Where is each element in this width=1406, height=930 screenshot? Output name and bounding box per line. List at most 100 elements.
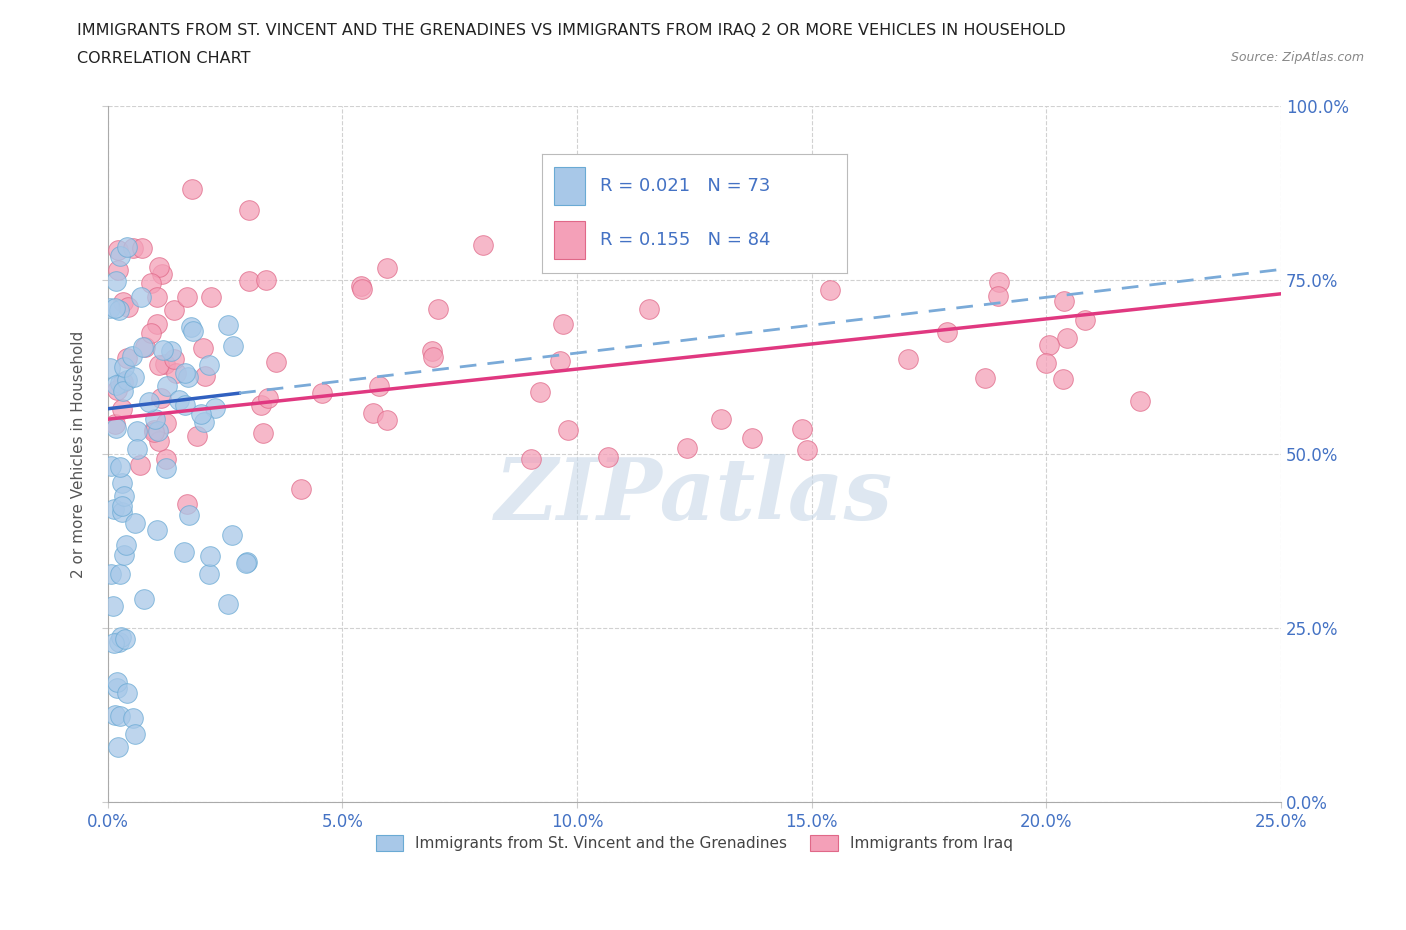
Point [100,300,122,315]
Point [115,240,138,255]
Point [254,272,277,287]
Point [200,289,222,304]
Point [427,301,450,316]
Point [132,591,155,606]
Point [193,340,215,355]
Point [250,397,273,412]
Point [222,339,245,353]
Point [163,302,186,317]
Point [235,555,257,570]
Point [107,262,129,277]
Point [110,504,132,519]
Point [105,383,128,398]
Point [111,401,134,416]
Point [103,636,125,651]
Point [129,289,152,304]
Point [180,320,202,335]
Point [290,482,312,497]
Legend: Immigrants from St. Vincent and the Grenadines, Immigrants from Iraq: Immigrants from St. Vincent and the Gren… [370,830,1019,857]
Point [553,316,575,331]
Point [198,357,221,372]
Point [122,711,145,725]
Point [108,634,131,649]
Point [117,299,139,314]
Point [155,416,177,431]
Point [111,295,134,310]
Point [257,390,280,405]
Point [98,361,121,376]
Point [375,260,398,275]
Point [124,726,146,741]
Point [194,369,217,384]
Point [818,282,841,297]
Point [174,398,197,413]
Y-axis label: 2 or more Vehicles in Household: 2 or more Vehicles in Household [72,330,86,578]
Point [155,460,177,475]
Point [897,352,920,366]
Point [100,458,122,473]
Point [1052,371,1074,386]
Point [375,413,398,428]
Point [121,349,143,364]
Point [987,288,1010,303]
Point [350,279,373,294]
Text: ZIPatlas: ZIPatlas [495,454,893,538]
Point [529,384,551,399]
Point [107,243,129,258]
Point [238,274,260,289]
Point [264,354,287,369]
Point [193,415,215,430]
Point [363,406,385,421]
Point [138,394,160,409]
Point [146,316,169,331]
Point [112,488,135,503]
Point [796,442,818,457]
Point [125,424,148,439]
Point [117,685,139,700]
Point [105,681,128,696]
Point [114,538,136,552]
Point [111,383,134,398]
Point [163,352,186,366]
Text: IMMIGRANTS FROM ST. VINCENT AND THE GRENADINES VS IMMIGRANTS FROM IRAQ 2 OR MORE: IMMIGRANTS FROM ST. VINCENT AND THE GREN… [77,23,1066,38]
Point [145,289,167,304]
Point [112,375,135,390]
Point [190,407,212,422]
Point [165,365,187,380]
Point [1038,338,1060,352]
Point [143,412,166,427]
Point [368,379,391,393]
Point [311,385,333,400]
Point [519,452,541,467]
Point [236,554,259,569]
Point [217,597,239,612]
Point [122,369,145,384]
Point [790,422,813,437]
Point [153,356,176,371]
Point [124,516,146,531]
Point [148,357,170,372]
Point [422,350,444,365]
Point [148,259,170,274]
Point [108,376,131,391]
Point [676,440,699,455]
Point [1074,312,1097,327]
Point [142,423,165,438]
Point [179,508,201,523]
Point [146,424,169,439]
Point [637,301,659,316]
Point [1129,394,1152,409]
Point [139,326,162,340]
Point [107,739,129,754]
Point [114,631,136,646]
Point [131,241,153,256]
Point [557,422,579,437]
Point [104,273,127,288]
Point [148,433,170,448]
Point [115,373,138,388]
Point [122,241,145,256]
Point [112,359,135,374]
Point [217,318,239,333]
Point [100,567,122,582]
Point [987,274,1010,289]
